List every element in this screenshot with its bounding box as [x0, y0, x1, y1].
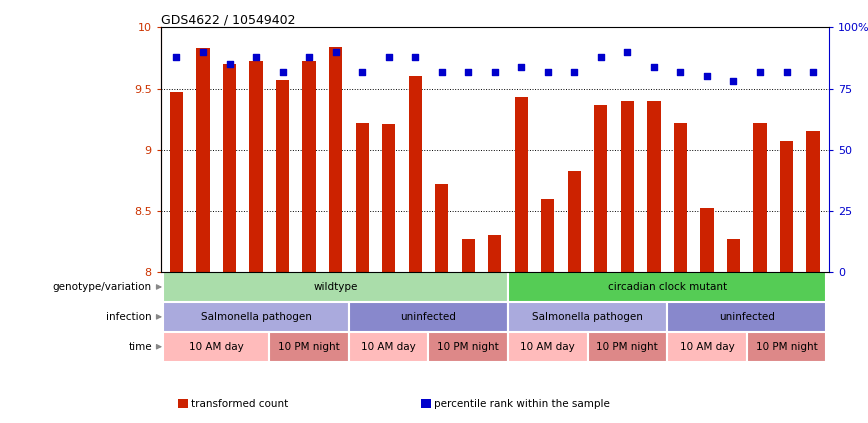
Point	[779, 68, 793, 75]
Bar	[753, 123, 766, 272]
Bar	[462, 239, 475, 272]
Text: circadian clock mutant: circadian clock mutant	[608, 282, 727, 292]
Point	[488, 68, 502, 75]
Bar	[163, 272, 508, 302]
Bar	[429, 332, 508, 362]
Point	[461, 68, 475, 75]
Point	[568, 68, 582, 75]
Bar	[269, 332, 349, 362]
Text: 10 AM day: 10 AM day	[680, 342, 734, 352]
Bar	[727, 239, 740, 272]
Point	[222, 61, 236, 68]
Bar	[329, 47, 342, 272]
Text: GDS4622 / 10549402: GDS4622 / 10549402	[161, 14, 295, 26]
Point	[249, 53, 263, 60]
Text: 10 PM night: 10 PM night	[437, 342, 499, 352]
Bar	[249, 60, 263, 272]
Bar	[349, 332, 429, 362]
Bar	[779, 141, 793, 272]
Bar	[508, 302, 667, 332]
Point	[329, 49, 343, 55]
Point	[541, 68, 555, 75]
Text: 10 AM day: 10 AM day	[189, 342, 244, 352]
Text: 10 PM night: 10 PM night	[279, 342, 340, 352]
Bar	[806, 132, 819, 272]
Bar	[588, 332, 667, 362]
Bar	[674, 123, 687, 272]
Bar	[196, 48, 210, 272]
Bar	[223, 64, 236, 272]
Bar	[648, 101, 661, 272]
Point	[621, 49, 635, 55]
Bar	[515, 97, 528, 272]
Text: percentile rank within the sample: percentile rank within the sample	[434, 399, 610, 409]
Text: Salmonella pathogen: Salmonella pathogen	[201, 312, 312, 322]
Bar	[746, 332, 826, 362]
Point	[515, 63, 529, 70]
Bar	[667, 302, 826, 332]
Text: 10 PM night: 10 PM night	[596, 342, 658, 352]
Bar	[667, 332, 746, 362]
Point	[727, 78, 740, 85]
Point	[753, 68, 767, 75]
Bar	[508, 272, 826, 302]
Bar	[163, 302, 349, 332]
Point	[169, 53, 183, 60]
Bar	[302, 60, 316, 272]
Point	[594, 53, 608, 60]
Text: infection: infection	[106, 312, 152, 322]
Point	[647, 63, 661, 70]
Text: genotype/variation: genotype/variation	[53, 282, 152, 292]
Point	[408, 53, 422, 60]
Point	[196, 49, 210, 55]
Bar	[276, 80, 289, 272]
Bar	[595, 104, 608, 272]
Text: uninfected: uninfected	[719, 312, 774, 322]
Point	[355, 68, 369, 75]
Bar	[356, 123, 369, 272]
Text: time: time	[128, 342, 152, 352]
Bar	[163, 332, 269, 362]
Bar	[508, 332, 588, 362]
Bar	[488, 235, 502, 272]
Point	[302, 53, 316, 60]
Point	[700, 73, 713, 80]
Text: 10 PM night: 10 PM night	[756, 342, 818, 352]
Point	[674, 68, 687, 75]
Text: uninfected: uninfected	[400, 312, 457, 322]
Bar	[170, 92, 183, 272]
Text: wildtype: wildtype	[313, 282, 358, 292]
Bar	[435, 184, 449, 272]
Bar	[349, 302, 508, 332]
Text: Salmonella pathogen: Salmonella pathogen	[532, 312, 643, 322]
Bar	[382, 124, 395, 272]
Bar	[409, 77, 422, 272]
Text: 10 AM day: 10 AM day	[521, 342, 575, 352]
Point	[276, 68, 290, 75]
Point	[382, 53, 396, 60]
Text: transformed count: transformed count	[191, 399, 288, 409]
Point	[806, 68, 820, 75]
Text: 10 AM day: 10 AM day	[361, 342, 416, 352]
Bar	[700, 209, 713, 272]
Bar	[568, 170, 581, 272]
Bar	[621, 101, 634, 272]
Point	[435, 68, 449, 75]
Bar	[541, 199, 555, 272]
